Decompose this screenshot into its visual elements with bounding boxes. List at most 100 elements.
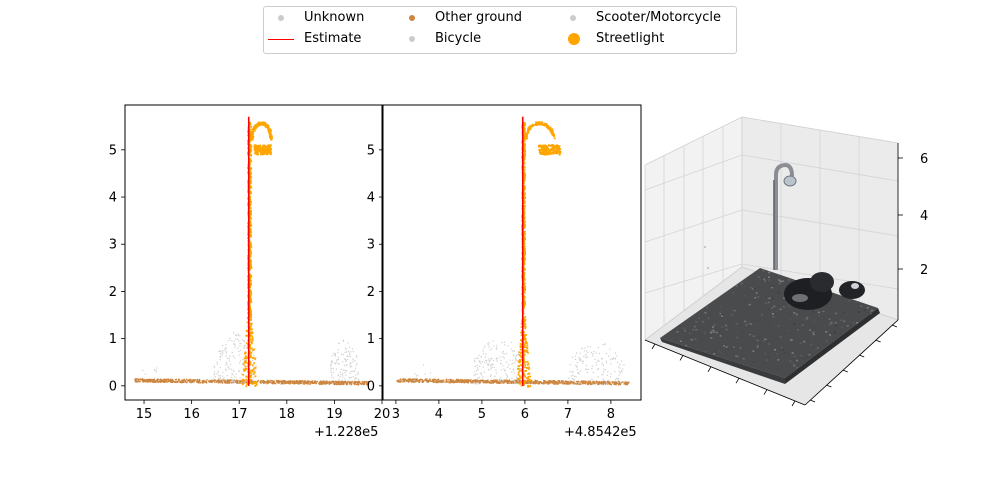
ground-speck <box>802 319 805 321</box>
ground-point <box>190 380 192 382</box>
ground-point <box>548 383 550 385</box>
ground-point <box>174 379 177 381</box>
unknown-point <box>239 349 241 351</box>
ground-point <box>239 380 241 382</box>
ground-speck <box>860 305 863 307</box>
streetlight-point <box>249 289 252 292</box>
ground-point <box>294 381 296 384</box>
streetlight-point <box>269 133 272 136</box>
unknown-point <box>219 350 221 352</box>
ground-speck <box>787 330 790 332</box>
streetlight-point <box>249 227 252 230</box>
unknown-point <box>617 361 619 363</box>
streetlight-point <box>539 150 541 153</box>
streetlight-point <box>557 148 560 151</box>
streetlight-point <box>258 124 261 127</box>
streetlight-point <box>257 145 260 147</box>
unknown-point <box>350 376 352 378</box>
unknown-point <box>332 383 334 385</box>
unknown-point <box>491 366 493 368</box>
ground-point <box>360 383 363 385</box>
streetlight-point <box>523 337 526 340</box>
unknown-point <box>238 354 240 356</box>
streetlight-point <box>250 235 252 237</box>
streetlight-point <box>248 200 251 203</box>
ground-point <box>301 380 303 382</box>
ground-point <box>433 378 435 381</box>
unknown-point <box>240 342 242 345</box>
unknown-point <box>609 376 612 378</box>
ground-point <box>587 380 589 383</box>
streetlight-point <box>530 124 533 127</box>
unknown-point <box>515 357 517 360</box>
streetlight-point <box>525 350 528 353</box>
ground-point <box>445 380 447 383</box>
ground-speck <box>771 307 774 309</box>
ground-point <box>285 381 287 383</box>
ground-speck <box>690 338 693 341</box>
ground-point <box>333 382 335 384</box>
streetlight-point <box>522 283 525 286</box>
streetlight-point <box>269 135 272 137</box>
streetlight-point <box>250 369 252 372</box>
streetlight-point <box>523 173 525 176</box>
ground-point <box>260 382 262 384</box>
unknown-point <box>506 374 508 376</box>
streetlight-point <box>522 218 525 221</box>
streetlight-point <box>523 325 525 327</box>
streetlight-point <box>523 318 526 321</box>
ground-speck <box>843 320 846 322</box>
ground-point <box>315 381 318 383</box>
ground-point <box>294 380 296 382</box>
streetlight-point <box>248 190 251 192</box>
ground-point <box>614 381 617 383</box>
unknown-point <box>254 382 256 384</box>
unknown-point <box>583 350 586 352</box>
unknown-point <box>503 353 505 355</box>
ground-speck <box>778 274 781 276</box>
ground-speck <box>848 299 851 302</box>
ground-point <box>510 382 512 384</box>
ground-point <box>202 382 204 384</box>
ground-speck <box>788 279 790 281</box>
unknown-point <box>225 352 227 354</box>
unknown-point <box>484 361 486 363</box>
unknown-point <box>477 357 479 359</box>
streetlight-point <box>260 151 263 154</box>
ground-point <box>136 378 139 380</box>
ground-point <box>504 381 507 383</box>
ground-point <box>338 381 340 384</box>
ground-point <box>546 383 548 385</box>
ground-point <box>143 380 146 382</box>
unknown-point <box>590 379 592 381</box>
ground-speck <box>713 325 716 327</box>
unknown-point <box>358 378 360 380</box>
ground-point <box>478 380 481 383</box>
ground-point <box>229 381 231 383</box>
unknown-point <box>500 369 502 371</box>
unknown-point <box>495 369 497 371</box>
ground-speck <box>778 282 781 285</box>
unknown-point <box>576 365 578 367</box>
ground-point <box>563 382 565 385</box>
streetlight-point <box>522 154 525 157</box>
ground-speck <box>774 296 777 299</box>
unknown-point <box>504 369 506 371</box>
ground-point <box>466 380 469 382</box>
unknown-point <box>226 351 228 353</box>
ground-point <box>243 382 245 385</box>
streetlight-point <box>519 348 522 351</box>
ground-point <box>492 380 495 382</box>
ground-point <box>273 382 275 384</box>
unknown-point <box>231 381 233 383</box>
streetlight-point <box>249 296 252 299</box>
ground-point <box>335 383 338 386</box>
ground-point <box>544 380 546 383</box>
unknown-point <box>214 376 216 378</box>
ground-point <box>325 382 327 385</box>
unknown-point <box>582 362 584 364</box>
ground-point <box>563 381 566 383</box>
streetlight-point <box>523 166 526 169</box>
ground-point <box>199 382 201 384</box>
ground-speck <box>790 339 793 341</box>
